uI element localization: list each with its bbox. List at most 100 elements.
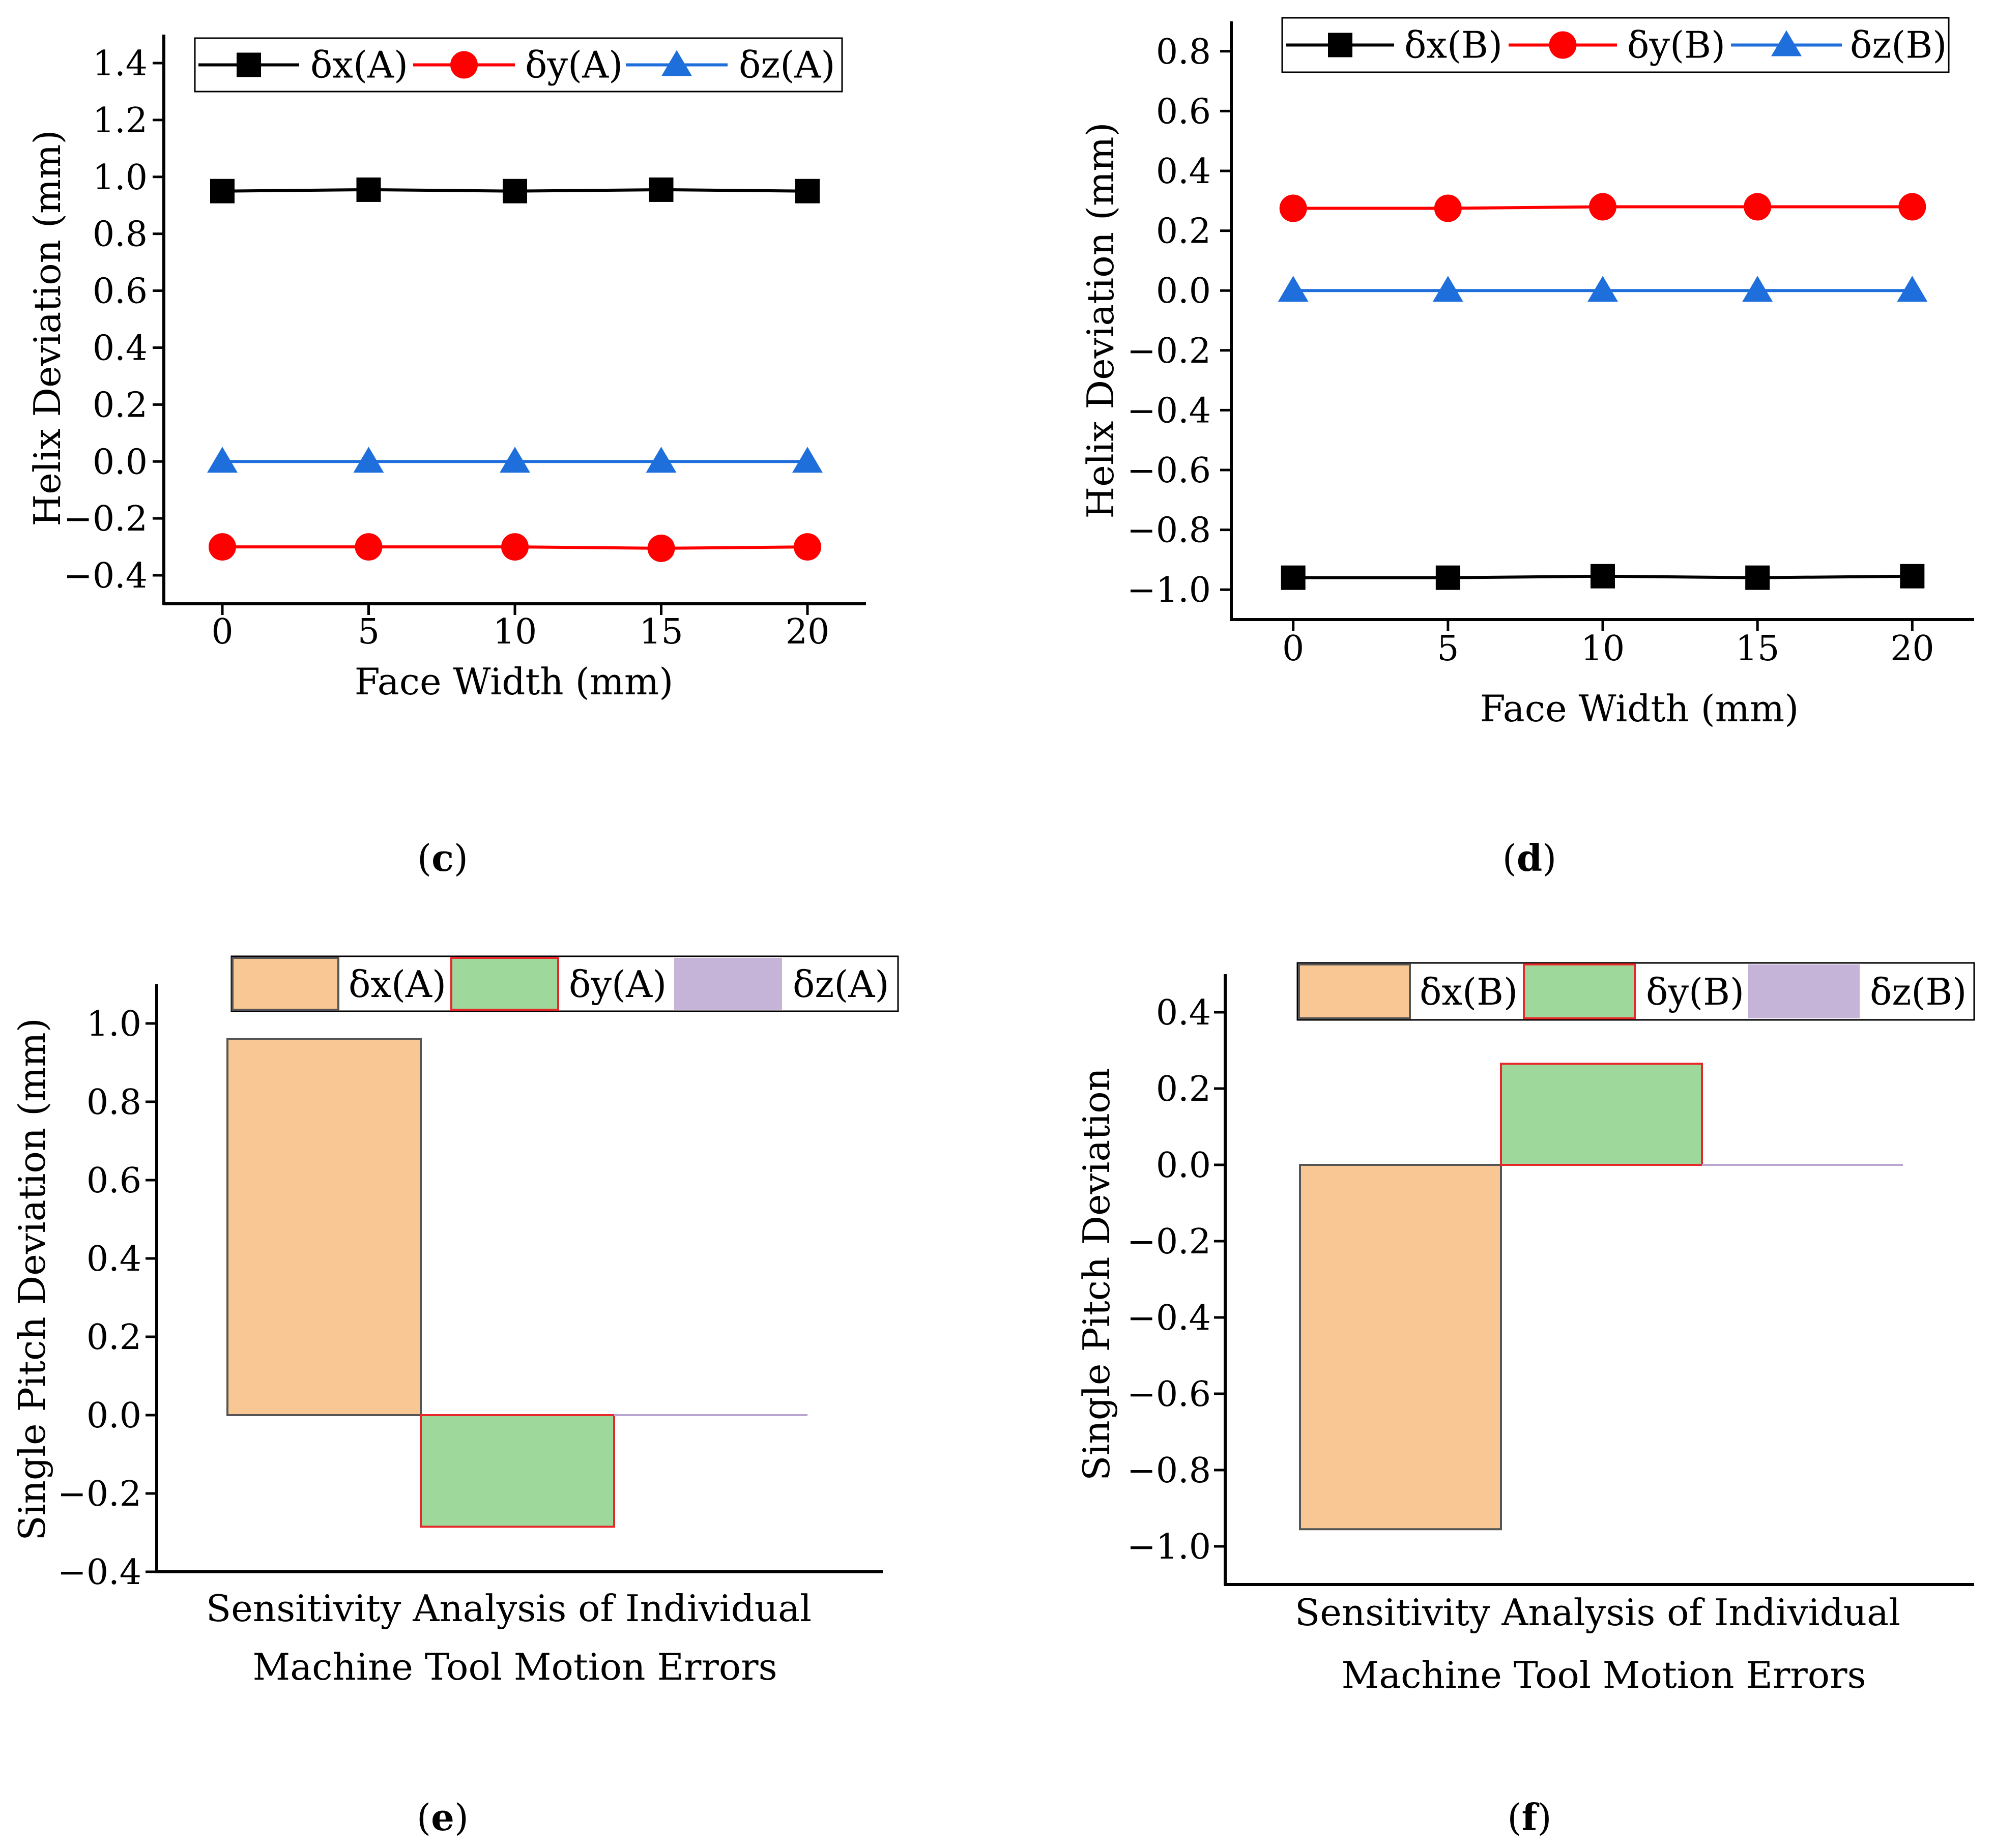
panel-f-legend-swatch — [1523, 963, 1636, 1019]
panel-c-data-point — [503, 179, 527, 203]
panel-d-x-tick-label: 20 — [1890, 629, 1934, 669]
panel-e-y-axis-label: Single Pitch Deviation (mm) — [11, 1018, 53, 1541]
panel-d-legend-marker — [1328, 33, 1352, 57]
panel-e-y-tick-label: 0.0 — [86, 1396, 141, 1436]
panel-c-data-point — [356, 177, 381, 202]
panel-f-y-tick-label: −0.4 — [1127, 1298, 1211, 1338]
panel-c-y-tick-label: −0.2 — [64, 499, 148, 539]
panel-d-y-tick-label: −1.0 — [1127, 570, 1211, 610]
panel-f-y-tick-label: −0.2 — [1127, 1222, 1211, 1262]
panel-e-legend-swatch — [674, 958, 782, 1010]
panel-e-caption: (e) — [417, 1796, 469, 1839]
panel-e-legend-swatch — [232, 957, 339, 1011]
panel-c-y-tick-label: 1.4 — [93, 44, 148, 84]
panel-c-legend-label: δy(A) — [525, 44, 623, 86]
panel-c-data-point — [210, 179, 235, 203]
panel-f-y-tick-label: −0.6 — [1127, 1374, 1211, 1415]
panel-e-bar — [226, 1038, 422, 1417]
panel-c-legend-marker — [661, 50, 692, 76]
panel-c-y-tick-label: 1.0 — [93, 158, 148, 198]
panel-d-data-point — [1432, 276, 1463, 302]
panel-f-bar-chart: 0.4 0.2 0.0 −0.2 −0.4 −0.6 −0.8 −1.0 δx(B) δy(B)… — [1075, 962, 1975, 1839]
panel-e-legend-label: δy(A) — [569, 963, 667, 1006]
panel-d-y-tick-label: −0.2 — [1127, 331, 1211, 371]
panel-f-legend-swatch — [1748, 964, 1860, 1018]
panel-c-data-point — [207, 447, 238, 473]
panel-e-y-tick-label: 0.6 — [86, 1161, 141, 1201]
panel-f-y-tick-label: −1.0 — [1127, 1527, 1211, 1567]
panel-f-y-tick-label: 0.4 — [1156, 993, 1211, 1033]
panel-d-data-point — [1900, 564, 1925, 589]
panel-d-line-chart: 0.8 0.6 0.4 0.2 0.0 −0.2 −0.4 −0.6 −0.8 −1.0 0 5 10 1… — [1079, 17, 1974, 879]
panel-c-legend-marker — [450, 51, 478, 79]
panel-d-x-tick-label: 10 — [1581, 629, 1625, 669]
panel-d-data-point — [1744, 193, 1772, 221]
panel-e-x-axis-label-line-1: Sensitivity Analysis of Individual — [206, 1587, 812, 1630]
panel-c-x-tick-label: 15 — [639, 612, 683, 652]
panel-d-data-point — [1434, 194, 1462, 222]
panel-d-x-tick-label: 0 — [1282, 629, 1304, 669]
panel-d-legend-label: δz(B) — [1850, 24, 1947, 67]
panel-f-y-tick-label: −0.8 — [1127, 1451, 1211, 1491]
panel-c-data-point — [792, 447, 823, 473]
panel-d-caption: (d) — [1502, 836, 1557, 879]
panel-c-x-axis-label: Face Width (mm) — [355, 660, 674, 703]
panel-c-y-tick-label: −0.4 — [64, 556, 148, 596]
panel-c-label: c — [431, 836, 454, 879]
panel-d-data-point — [1435, 565, 1460, 590]
panel-c-y-tick-label: 0.6 — [93, 272, 148, 312]
legend-panel-d: δx(B) δy(B) δz(B) — [1281, 17, 1950, 73]
panel-d-y-tick-label: 0.0 — [1156, 271, 1211, 311]
panel-c-x-tick-label: 0 — [211, 612, 233, 652]
legend-panel-f: δx(B) δy(B) δz(B) — [1296, 962, 1975, 1021]
panel-d-x-tick-label: 15 — [1736, 629, 1780, 669]
panel-d-y-tick-label: 0.4 — [1156, 152, 1211, 192]
panel-c-data-point — [646, 447, 677, 473]
panel-e-y-tick-label: 1.0 — [86, 1004, 141, 1044]
panel-c-y-tick-label: 0.2 — [93, 385, 148, 425]
panel-c-x-tick-label: 10 — [493, 612, 537, 652]
panel-e-y-tick-label: 0.8 — [86, 1082, 141, 1123]
panel-f-bar — [1299, 1164, 1502, 1531]
panel-d-y-tick-label: 0.8 — [1156, 32, 1211, 72]
panel-f-legend-label: δz(B) — [1870, 971, 1967, 1013]
panel-d-data-point — [1898, 193, 1926, 221]
panel-f-y-axis-label: Single Pitch Deviation — [1075, 1068, 1118, 1481]
panel-d-x-axis-label: Face Width (mm) — [1480, 687, 1799, 730]
panel-e-y-tick-label: −0.2 — [57, 1474, 141, 1514]
panel-d-data-point — [1279, 194, 1307, 222]
panel-d-x-tick-label: 5 — [1437, 629, 1459, 669]
panel-c-data-point — [794, 533, 821, 561]
panel-c-y-tick-label: 1.2 — [93, 101, 148, 141]
panel-f-legend-label: δy(B) — [1646, 971, 1744, 1013]
panel-f-y-tick-label: 0.0 — [1156, 1146, 1211, 1186]
panel-f-bar — [1500, 1063, 1703, 1166]
panel-d-y-tick-label: −0.4 — [1127, 391, 1211, 431]
panel-d-data-point — [1591, 564, 1615, 589]
panel-c-y-tick-label: 0.8 — [93, 215, 148, 255]
panel-f-legend-swatch — [1298, 963, 1411, 1019]
panel-f-y-tick-label: 0.2 — [1156, 1069, 1211, 1109]
panel-e-legend-label: δx(A) — [349, 963, 446, 1006]
panel-c-x-tick-label: 5 — [358, 612, 380, 652]
panel-c-data-point — [355, 533, 383, 561]
panel-c-data-point — [353, 447, 384, 473]
panel-d-data-point — [1281, 565, 1306, 590]
panel-d-data-point — [1278, 276, 1309, 302]
panel-c-y-tick-label: 0.0 — [93, 442, 148, 482]
panel-c-legend-marker — [237, 52, 261, 77]
panel-c-data-point — [647, 534, 675, 562]
panel-d-label: d — [1517, 836, 1542, 879]
panel-c-x-tick-label: 20 — [786, 612, 830, 652]
panel-c-legend-label: δx(A) — [310, 44, 408, 86]
panel-c-data-point — [500, 447, 530, 473]
panel-e-y-tick-label: −0.4 — [57, 1552, 141, 1593]
panel-d-legend-marker — [1549, 31, 1577, 59]
panel-d-data-point — [1745, 565, 1770, 590]
panel-e-y-tick-label: 0.2 — [86, 1317, 141, 1358]
panel-d-legend-label: δx(B) — [1404, 24, 1502, 67]
panel-e-legend-swatch — [450, 957, 559, 1011]
panel-c-data-point — [501, 533, 529, 561]
panel-e-x-axis-label-line-2: Machine Tool Motion Errors — [252, 1646, 777, 1688]
